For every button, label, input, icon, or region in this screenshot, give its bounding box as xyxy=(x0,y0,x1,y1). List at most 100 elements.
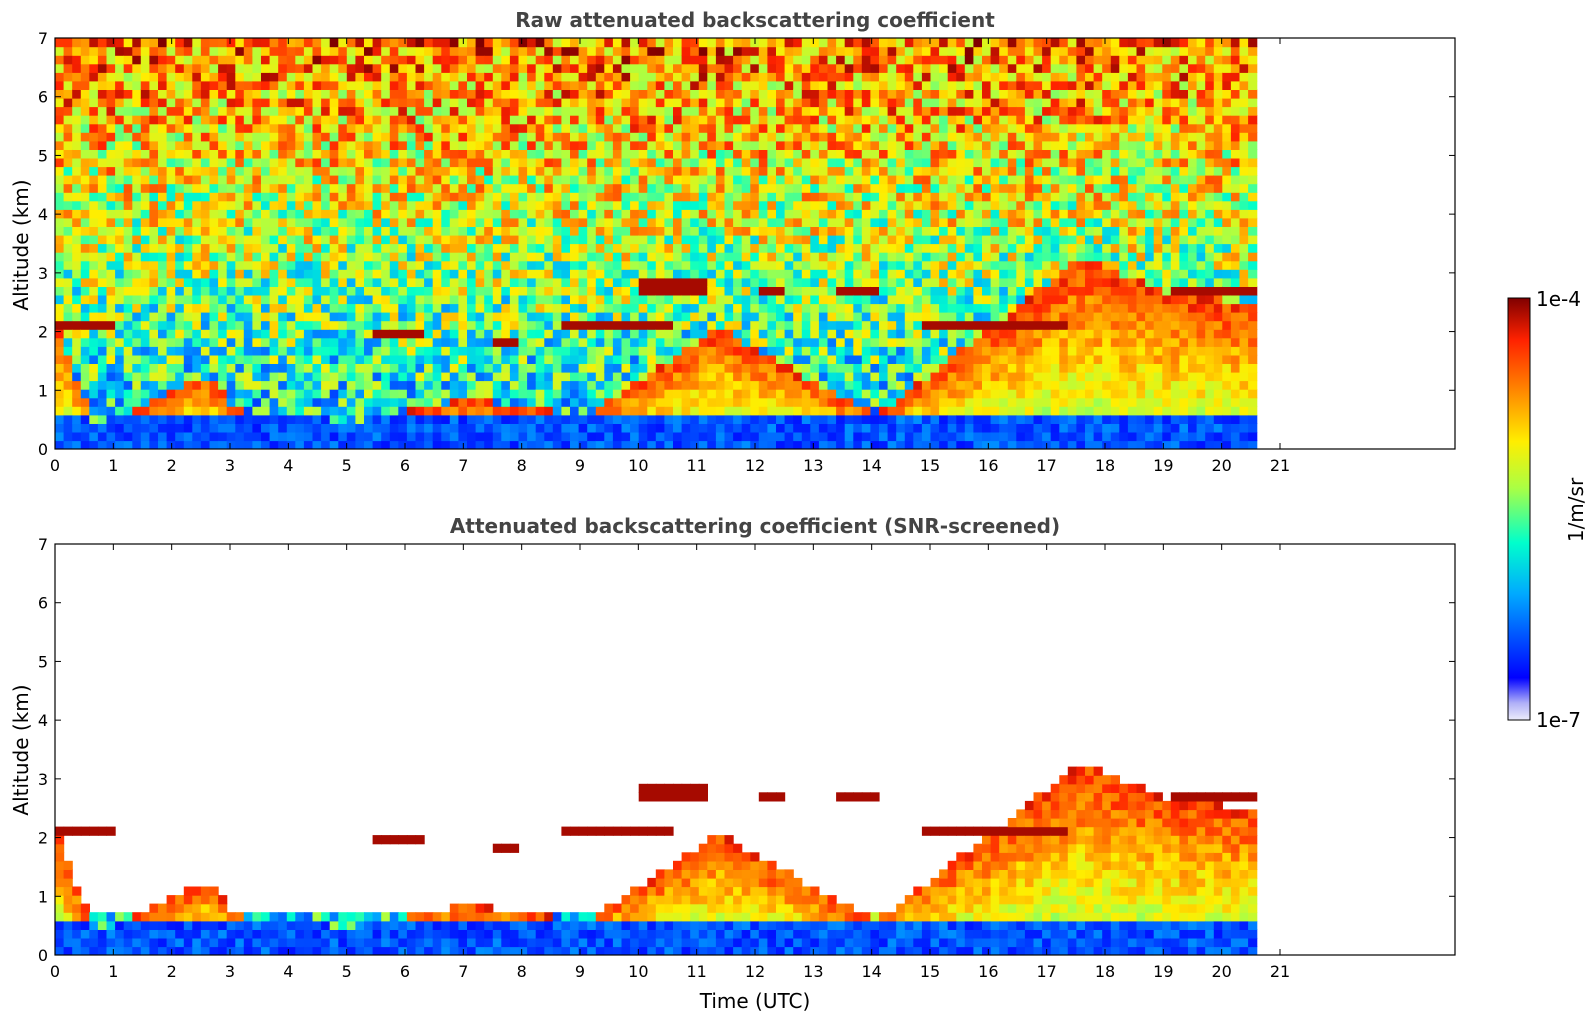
heatmap-cell xyxy=(372,200,382,210)
heatmap-cell xyxy=(458,260,468,270)
heatmap-cell xyxy=(673,123,683,133)
heatmap-cell xyxy=(355,252,365,262)
heatmap-cell xyxy=(406,260,417,270)
heatmap-cell xyxy=(836,363,846,373)
heatmap-cell xyxy=(776,175,786,185)
heatmap-cell xyxy=(612,337,623,347)
heatmap-cell xyxy=(261,140,271,150)
heatmap-cell xyxy=(140,226,150,236)
heatmap-cell xyxy=(55,414,65,424)
heatmap-cell xyxy=(269,397,279,407)
heatmap-cell xyxy=(587,329,597,339)
heatmap-cell xyxy=(364,269,374,279)
heatmap-cell xyxy=(810,123,820,133)
heatmap-cell xyxy=(664,63,674,73)
heatmap-cell xyxy=(784,157,794,168)
heatmap-cell xyxy=(887,200,897,210)
heatmap-cell xyxy=(492,260,502,270)
heatmap-cell xyxy=(518,440,528,449)
heatmap-cell xyxy=(398,329,408,339)
heatmap-cell xyxy=(372,157,382,168)
heatmap-cell xyxy=(604,440,614,449)
heatmap-cell xyxy=(235,72,245,82)
heatmap-cell xyxy=(664,252,674,262)
heatmap-cell xyxy=(106,371,116,382)
heatmap-cell xyxy=(381,209,391,219)
heatmap-cell xyxy=(621,371,631,382)
heatmap-cell xyxy=(853,440,863,449)
heatmap-cell xyxy=(235,200,245,210)
heatmap-cell xyxy=(595,414,605,424)
heatmap-cell xyxy=(415,294,425,305)
heatmap-cell xyxy=(312,183,322,193)
heatmap-cell xyxy=(690,380,700,390)
heatmap-cell xyxy=(673,72,683,82)
heatmap-cell xyxy=(535,389,545,399)
heatmap-cell xyxy=(527,140,537,150)
heatmap-cell xyxy=(758,354,768,364)
heatmap-cell xyxy=(261,183,271,193)
heatmap-cell xyxy=(415,380,425,390)
heatmap-cell xyxy=(346,371,356,382)
heatmap-cell xyxy=(681,217,691,227)
heatmap-cell xyxy=(115,431,125,442)
heatmap-cell xyxy=(286,209,296,219)
heatmap-cell xyxy=(784,320,794,330)
heatmap-cell xyxy=(570,371,580,382)
heatmap-cell xyxy=(140,337,150,347)
heatmap-cell xyxy=(106,286,116,296)
heatmap-cell xyxy=(913,132,923,142)
heatmap-cell xyxy=(870,38,880,48)
heatmap-cell xyxy=(561,389,571,399)
heatmap-cell xyxy=(166,80,176,90)
heatmap-cell xyxy=(364,115,374,125)
heatmap-cell xyxy=(767,97,777,108)
heatmap-cell xyxy=(527,260,537,270)
heatmap-cell xyxy=(166,346,176,356)
heatmap-cell xyxy=(818,294,829,305)
heatmap-cell xyxy=(80,303,90,313)
heatmap-cell xyxy=(570,243,580,253)
heatmap-cell xyxy=(269,440,279,449)
heatmap-cell xyxy=(879,286,889,296)
heatmap-cell xyxy=(80,260,90,270)
heatmap-cell xyxy=(166,354,176,364)
heatmap-cell xyxy=(870,140,880,150)
heatmap-cell xyxy=(896,414,906,424)
heatmap-cell xyxy=(724,371,734,382)
heatmap-cell xyxy=(329,38,339,48)
heatmap-cell xyxy=(89,252,99,262)
heatmap-cell xyxy=(861,209,871,219)
heatmap-cell xyxy=(398,406,408,416)
heatmap-cell xyxy=(518,346,528,356)
heatmap-cell xyxy=(801,329,811,339)
heatmap-cell xyxy=(621,354,631,364)
heatmap-cell xyxy=(698,200,708,210)
heatmap-cell xyxy=(578,149,588,159)
heatmap-cell xyxy=(767,320,777,330)
heatmap-cell xyxy=(492,389,502,399)
heatmap-cell xyxy=(364,132,374,142)
heatmap-cell xyxy=(338,192,348,202)
heatmap-cell xyxy=(132,46,142,56)
heatmap-cell xyxy=(896,406,906,416)
heatmap-cell xyxy=(295,175,305,185)
heatmap-cell xyxy=(183,55,193,65)
heatmap-cell xyxy=(295,354,305,364)
heatmap-cell xyxy=(904,346,914,356)
heatmap-cell xyxy=(106,72,116,82)
heatmap-cell xyxy=(673,431,683,442)
heatmap-cell xyxy=(509,166,520,176)
heatmap-cell xyxy=(827,157,837,168)
heatmap-cell xyxy=(149,200,159,210)
heatmap-cell xyxy=(733,312,743,322)
heatmap-cell xyxy=(115,46,125,56)
heatmap-cell xyxy=(733,183,743,193)
heatmap-cell xyxy=(844,89,854,99)
heatmap-cell xyxy=(724,106,734,116)
heatmap-cell xyxy=(750,252,760,262)
heatmap-cell xyxy=(887,389,897,399)
heatmap-cell xyxy=(329,97,339,108)
heatmap-cell xyxy=(115,234,125,245)
heatmap-cell xyxy=(235,140,245,150)
